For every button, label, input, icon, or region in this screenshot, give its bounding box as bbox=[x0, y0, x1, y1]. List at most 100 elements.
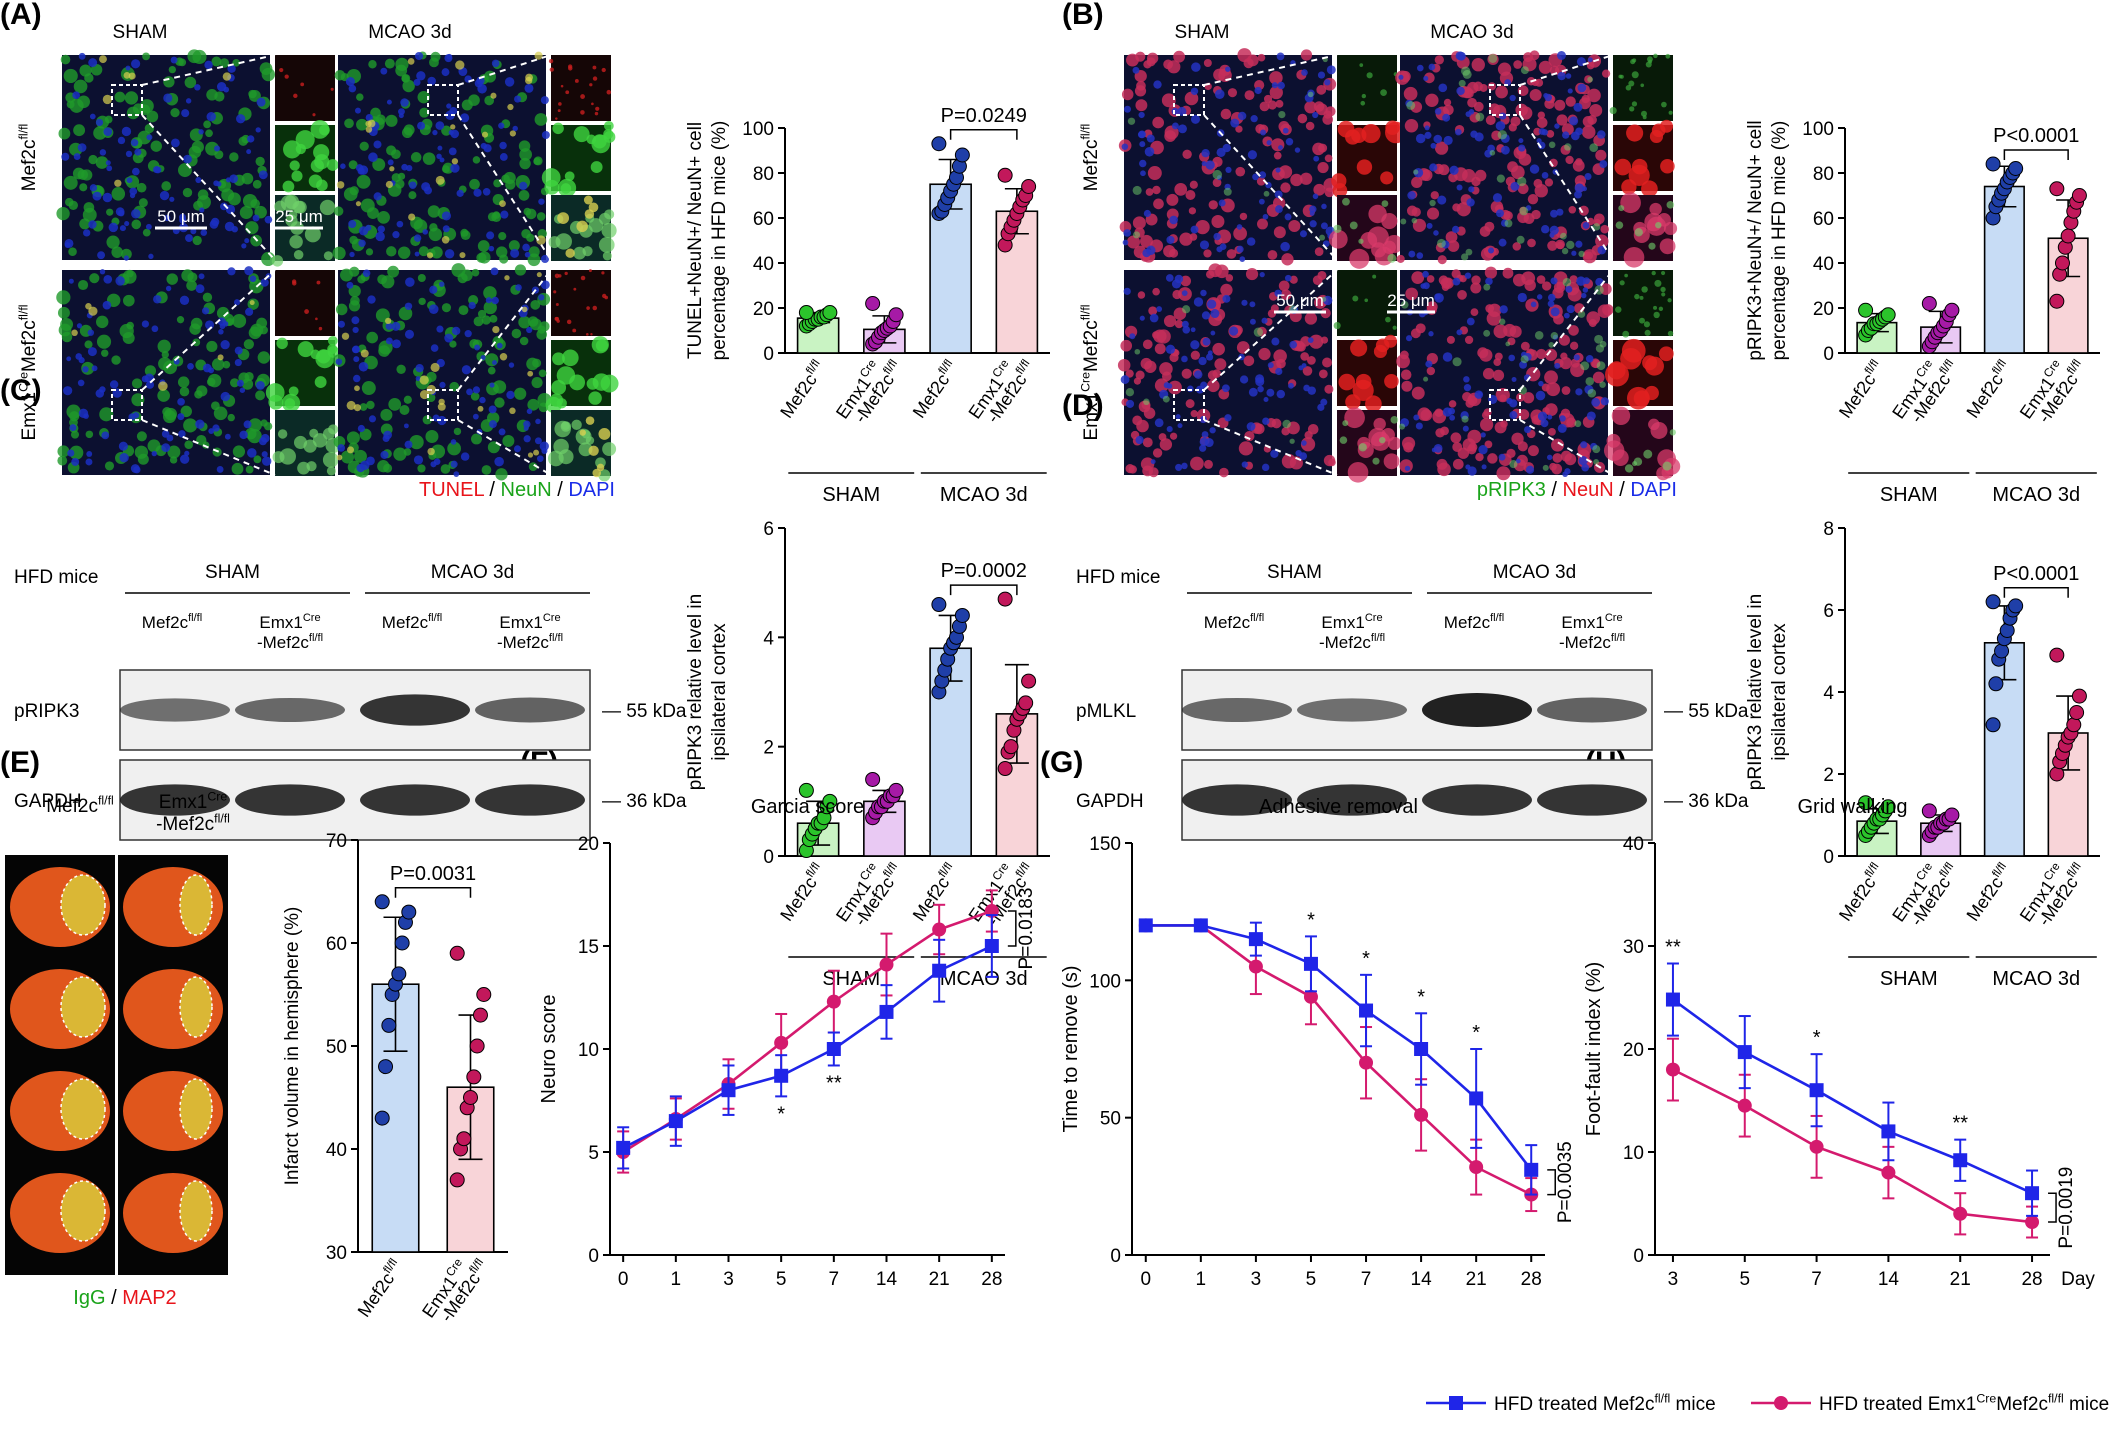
cell-nucleus bbox=[84, 340, 93, 349]
cell-nucleus bbox=[1557, 51, 1566, 60]
cell-nucleus bbox=[163, 93, 173, 103]
cell-nucleus bbox=[288, 386, 299, 397]
x-tick-label: Mef2cfl/fl bbox=[1834, 860, 1888, 925]
cell-nucleus bbox=[217, 354, 224, 361]
cell-nucleus bbox=[1269, 85, 1283, 100]
cell-nucleus bbox=[101, 349, 109, 357]
cell-nucleus bbox=[442, 225, 450, 233]
text-span: HFD mice bbox=[1076, 567, 1160, 588]
text-span: Mef2c bbox=[382, 613, 429, 632]
cell-nucleus bbox=[1582, 116, 1594, 128]
zoom-box bbox=[1489, 84, 1521, 116]
cell-nucleus bbox=[213, 180, 220, 187]
cell-nucleus bbox=[491, 296, 499, 305]
cell-nucleus bbox=[1550, 332, 1559, 340]
data-marker-circle bbox=[1414, 1107, 1429, 1122]
text-span: Mef2c bbox=[1963, 873, 2008, 925]
cell-nucleus bbox=[485, 353, 499, 367]
cell-nucleus bbox=[1169, 432, 1178, 440]
cell-nucleus bbox=[99, 269, 106, 275]
zoom-box bbox=[1489, 389, 1521, 421]
cell-nucleus bbox=[519, 157, 531, 170]
y-tick-label: 40 bbox=[753, 254, 774, 275]
cell-nucleus bbox=[1368, 204, 1387, 224]
cell-nucleus bbox=[1275, 367, 1283, 376]
cell-nucleus bbox=[1201, 311, 1211, 320]
cell-nucleus bbox=[1198, 356, 1207, 366]
cell-nucleus bbox=[181, 109, 190, 118]
cell-nucleus bbox=[1643, 321, 1650, 328]
cell-nucleus bbox=[389, 166, 395, 172]
data-marker-circle bbox=[1303, 989, 1318, 1004]
cell-nucleus bbox=[195, 419, 205, 429]
data-marker-circle bbox=[1359, 1055, 1374, 1070]
row-label: Emx1CreMef2cfl/fl bbox=[16, 305, 40, 441]
infarct-region bbox=[180, 1079, 212, 1139]
cell-nucleus bbox=[370, 107, 381, 119]
text-span: -Mef2c bbox=[1559, 633, 1611, 652]
cell-nucleus bbox=[1246, 237, 1256, 246]
text-span: Mef2c bbox=[1081, 320, 1102, 372]
cell-nucleus bbox=[1237, 111, 1247, 121]
cell-nucleus bbox=[441, 165, 450, 173]
data-point bbox=[2049, 647, 2065, 663]
cell-nucleus bbox=[200, 229, 208, 236]
cell-nucleus bbox=[99, 407, 114, 422]
cell-nucleus bbox=[1592, 371, 1605, 384]
cell-nucleus bbox=[1538, 380, 1544, 387]
cell-nucleus bbox=[1667, 298, 1672, 303]
cell-nucleus bbox=[1634, 293, 1640, 300]
cell-nucleus bbox=[224, 433, 231, 440]
p-value: P<0.0001 bbox=[1993, 563, 2079, 585]
cell-nucleus bbox=[432, 129, 438, 136]
cell-nucleus bbox=[289, 160, 300, 171]
cell-nucleus bbox=[1659, 238, 1676, 255]
cell-nucleus bbox=[1646, 56, 1653, 63]
cell-nucleus bbox=[177, 376, 190, 388]
superscript: fl/fl bbox=[1078, 124, 1092, 140]
cell-nucleus bbox=[1641, 180, 1658, 198]
data-marker-circle bbox=[932, 922, 947, 937]
cell-nucleus bbox=[418, 246, 429, 257]
cell-nucleus bbox=[1645, 61, 1652, 68]
x-tick-label: 14 bbox=[1878, 1269, 1900, 1290]
cell-nucleus bbox=[166, 273, 178, 285]
cell-nucleus bbox=[401, 163, 408, 171]
cell-nucleus bbox=[1309, 210, 1315, 216]
cell-nucleus bbox=[1411, 271, 1425, 284]
cell-nucleus bbox=[195, 177, 202, 184]
cell-nucleus bbox=[214, 145, 221, 152]
cell-nucleus bbox=[416, 71, 426, 81]
cell-nucleus bbox=[136, 431, 147, 442]
data-point bbox=[2049, 293, 2065, 309]
x-tick-label: Mef2cfl/fl bbox=[775, 860, 829, 925]
cell-nucleus bbox=[458, 305, 469, 316]
cell-nucleus bbox=[1270, 449, 1279, 458]
cell-nucleus bbox=[541, 130, 550, 139]
cell-nucleus bbox=[102, 192, 113, 203]
data-point bbox=[2054, 255, 2070, 271]
cell-nucleus bbox=[1144, 360, 1157, 373]
cell-nucleus bbox=[472, 156, 481, 164]
cell-nucleus bbox=[540, 280, 550, 290]
cell-nucleus bbox=[1221, 384, 1230, 393]
cell-nucleus bbox=[1436, 238, 1446, 248]
cell-nucleus bbox=[1398, 423, 1406, 430]
cell-nucleus bbox=[1660, 158, 1675, 174]
cell-nucleus bbox=[348, 160, 358, 170]
micrograph-tile bbox=[275, 270, 335, 336]
cell-nucleus bbox=[1561, 386, 1571, 395]
text-span: — 36 kDa bbox=[1664, 791, 1749, 812]
cell-nucleus bbox=[167, 445, 181, 459]
cell-nucleus bbox=[1518, 106, 1533, 120]
cell-nucleus bbox=[518, 190, 530, 201]
cell-nucleus bbox=[1212, 156, 1223, 168]
cell-nucleus bbox=[1154, 343, 1166, 355]
cell-nucleus bbox=[1581, 94, 1590, 104]
cell-nucleus bbox=[524, 251, 531, 258]
cell-nucleus bbox=[538, 198, 545, 205]
cell-nucleus bbox=[84, 73, 94, 83]
cell-nucleus bbox=[212, 424, 220, 432]
cell-nucleus bbox=[447, 441, 461, 456]
